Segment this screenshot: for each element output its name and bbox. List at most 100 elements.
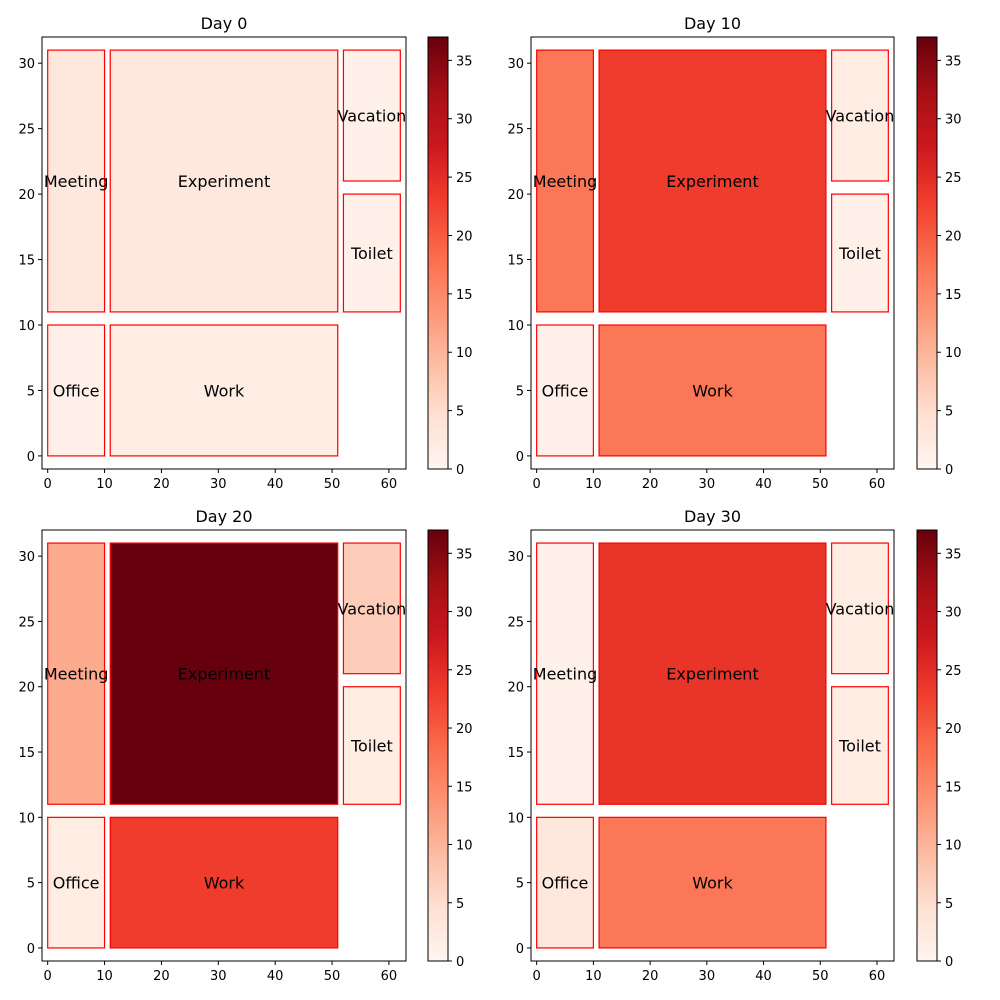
colorbar-tick-label: 20	[945, 229, 962, 244]
x-tick-label: 60	[381, 969, 398, 984]
y-tick-label: 10	[507, 319, 524, 334]
y-tick-label: 30	[18, 550, 35, 565]
axes-frame	[41, 529, 407, 962]
room-experiment	[109, 49, 339, 313]
y-tick-label: 15	[507, 254, 524, 269]
y-tick-label: 10	[18, 319, 35, 334]
room-label-meeting: Meeting	[533, 172, 598, 191]
room-vacation	[342, 49, 401, 182]
x-tick-label: 20	[642, 969, 659, 984]
panel-day-1: Day 10 Meeting Experiment Vacation Toilet Off…	[507, 14, 961, 492]
colorbar-tick-label: 25	[945, 664, 962, 679]
x-tick-label: 10	[96, 969, 113, 984]
room-vacation	[831, 49, 889, 182]
room-office	[47, 324, 106, 457]
colorbar-tick-label: 15	[945, 288, 962, 303]
room-toilet	[342, 193, 401, 313]
room-label-work: Work	[692, 381, 733, 400]
room-meeting	[536, 542, 594, 805]
y-tick-label: 15	[18, 746, 35, 761]
colorbar-tick-label: 30	[945, 606, 962, 621]
y-tick-label: 5	[27, 877, 35, 892]
x-tick-label: 20	[642, 477, 659, 492]
y-tick-label: 25	[507, 123, 524, 138]
colorbar-tick-label: 15	[945, 780, 962, 795]
x-tick-label: 10	[585, 969, 602, 984]
room-label-experiment: Experiment	[178, 172, 270, 191]
axes-frame	[41, 36, 407, 470]
colorbar-tick-label: 30	[456, 113, 473, 128]
y-tick-label: 25	[18, 123, 35, 138]
room-office	[536, 816, 594, 949]
colorbar-tick-label: 10	[456, 839, 473, 854]
panel-title: Day 0	[201, 14, 248, 33]
room-vacation	[342, 542, 401, 675]
y-tick-label: 25	[18, 615, 35, 630]
room-work	[109, 816, 339, 949]
x-tick-label: 50	[324, 969, 341, 984]
y-tick-label: 25	[507, 615, 524, 630]
y-tick-label: 20	[18, 188, 35, 203]
y-tick-label: 30	[18, 57, 35, 72]
room-toilet	[831, 686, 889, 805]
x-tick-label: 30	[699, 477, 716, 492]
colorbar-tick-label: 5	[945, 897, 953, 912]
x-tick-label: 0	[533, 477, 541, 492]
panel-title: Day 10	[684, 14, 741, 33]
x-tick-label: 0	[44, 969, 52, 984]
colorbar	[427, 36, 449, 470]
y-tick-label: 20	[507, 681, 524, 696]
room-label-toilet: Toilet	[838, 737, 881, 756]
x-tick-label: 30	[210, 477, 227, 492]
colorbar-tick-label: 0	[456, 955, 464, 970]
colorbar-tick-label: 30	[456, 606, 473, 621]
y-tick-label: 0	[27, 942, 35, 957]
colorbar-tick-label: 25	[945, 171, 962, 186]
x-tick-label: 40	[755, 969, 772, 984]
y-tick-label: 10	[507, 811, 524, 826]
x-tick-label: 50	[812, 477, 829, 492]
x-tick-label: 20	[153, 477, 170, 492]
panel-day-0: Day 0 Meeting Experiment Vacation Toilet Offi…	[18, 14, 472, 492]
x-tick-label: 10	[96, 477, 113, 492]
x-tick-label: 30	[210, 969, 227, 984]
panel-day-2: Day 20 Meeting Experiment Vacation Toilet Off…	[18, 507, 472, 984]
x-tick-label: 30	[699, 969, 716, 984]
room-work	[598, 324, 827, 457]
colorbar-tick-label: 25	[456, 171, 473, 186]
room-label-work: Work	[204, 874, 245, 893]
x-tick-label: 0	[44, 477, 52, 492]
room-toilet	[342, 686, 401, 805]
y-tick-label: 0	[516, 450, 524, 465]
x-tick-label: 60	[869, 477, 886, 492]
room-vacation	[831, 542, 889, 675]
colorbar-tick-label: 0	[456, 463, 464, 478]
colorbar-tick-label: 10	[456, 346, 473, 361]
room-label-toilet: Toilet	[838, 244, 881, 263]
colorbar-tick-label: 15	[456, 780, 473, 795]
colorbar-tick-label: 10	[945, 346, 962, 361]
y-tick-label: 5	[516, 384, 524, 399]
room-label-vacation: Vacation	[337, 599, 406, 618]
x-tick-label: 40	[267, 969, 284, 984]
room-label-experiment: Experiment	[666, 172, 758, 191]
panel-day-3: Day 30 Meeting Experiment Vacation Toilet Off…	[507, 507, 961, 984]
colorbar	[916, 529, 938, 962]
room-label-vacation: Vacation	[826, 107, 895, 126]
colorbar-tick-label: 5	[456, 897, 464, 912]
colorbar-tick-label: 20	[945, 722, 962, 737]
y-tick-label: 10	[18, 811, 35, 826]
x-tick-label: 50	[324, 477, 341, 492]
colorbar-tick-label: 0	[945, 955, 953, 970]
room-label-meeting: Meeting	[44, 665, 109, 684]
colorbar-tick-label: 35	[945, 547, 962, 562]
colorbar-tick-label: 5	[945, 405, 953, 420]
x-tick-label: 40	[755, 477, 772, 492]
room-work	[109, 324, 339, 457]
y-tick-label: 15	[18, 254, 35, 269]
colorbar-tick-label: 25	[456, 664, 473, 679]
colorbar-tick-label: 0	[945, 463, 953, 478]
room-label-toilet: Toilet	[350, 737, 393, 756]
colorbar-tick-label: 15	[456, 288, 473, 303]
